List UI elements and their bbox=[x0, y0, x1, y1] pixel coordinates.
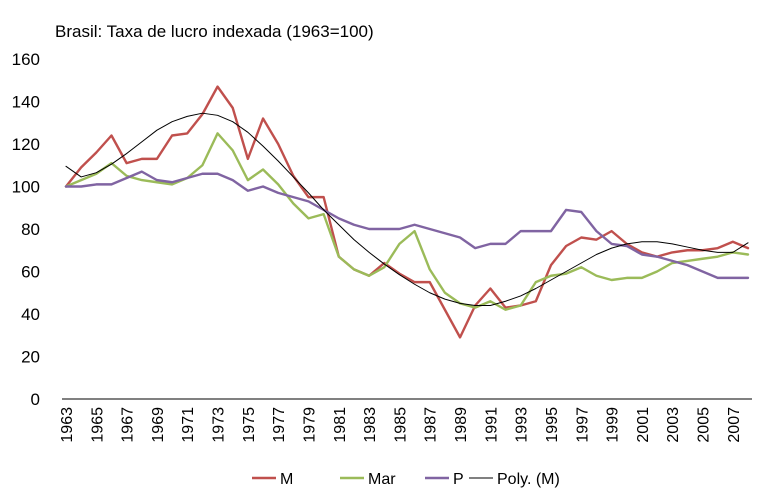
y-tick-label: 160 bbox=[12, 50, 40, 69]
x-tick-label: 1987 bbox=[423, 407, 440, 443]
series-group bbox=[64, 85, 750, 339]
x-tick-label: 1989 bbox=[453, 407, 470, 443]
y-tick-label: 80 bbox=[21, 220, 40, 239]
x-tick-label: 2007 bbox=[726, 407, 743, 443]
y-tick-label: 0 bbox=[31, 390, 40, 409]
y-tick-label: 40 bbox=[21, 305, 40, 324]
y-tick-label: 20 bbox=[21, 348, 40, 367]
x-tick-label: 1969 bbox=[150, 407, 167, 443]
legend: M Mar P Poly. (M) bbox=[252, 471, 560, 488]
x-tick-label: 1993 bbox=[514, 407, 531, 443]
x-tick-label: 2003 bbox=[665, 407, 682, 443]
series-line-4 bbox=[65, 112, 749, 306]
y-axis-ticks: 0 20 40 60 80 100 120 140 160 bbox=[12, 50, 40, 409]
x-tick-label: 1963 bbox=[59, 407, 76, 443]
x-tick-label: 1981 bbox=[332, 407, 349, 443]
legend-label: Poly. (M) bbox=[497, 471, 560, 488]
x-tick-label: 1991 bbox=[483, 407, 500, 443]
x-tick-label: 1973 bbox=[211, 407, 228, 443]
chart-title: Brasil: Taxa de lucro indexada (1963=100… bbox=[55, 22, 374, 41]
y-tick-label: 100 bbox=[12, 178, 40, 197]
series-line-3 bbox=[64, 170, 750, 280]
legend-label: P bbox=[453, 471, 464, 488]
x-tick-label: 2001 bbox=[635, 407, 652, 443]
legend-label: M bbox=[280, 471, 293, 488]
y-tick-label: 120 bbox=[12, 135, 40, 154]
series-line-2 bbox=[64, 132, 750, 311]
x-tick-label: 1965 bbox=[89, 407, 106, 443]
x-tick-label: 1995 bbox=[544, 407, 561, 443]
x-tick-label: 1979 bbox=[301, 407, 318, 443]
y-tick-label: 140 bbox=[12, 93, 40, 112]
x-axis-ticks: 1963 1965 1967 1969 1971 1973 1975 1977 1979 1981… bbox=[59, 407, 743, 443]
y-tick-label: 60 bbox=[21, 263, 40, 282]
x-tick-label: 1985 bbox=[392, 407, 409, 443]
x-tick-label: 1975 bbox=[241, 407, 258, 443]
x-tick-label: 1999 bbox=[605, 407, 622, 443]
x-tick-label: 1971 bbox=[180, 407, 197, 443]
x-tick-label: 1967 bbox=[120, 407, 137, 443]
series-line-1 bbox=[64, 85, 750, 339]
legend-label: Mar bbox=[368, 471, 396, 488]
x-tick-label: 1977 bbox=[271, 407, 288, 443]
x-tick-label: 1983 bbox=[362, 407, 379, 443]
x-tick-label: 1997 bbox=[574, 407, 591, 443]
x-tick-label: 2005 bbox=[696, 407, 713, 443]
